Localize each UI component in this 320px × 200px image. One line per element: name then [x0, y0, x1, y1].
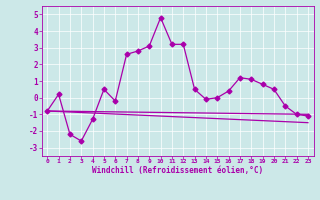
X-axis label: Windchill (Refroidissement éolien,°C): Windchill (Refroidissement éolien,°C) [92, 166, 263, 175]
